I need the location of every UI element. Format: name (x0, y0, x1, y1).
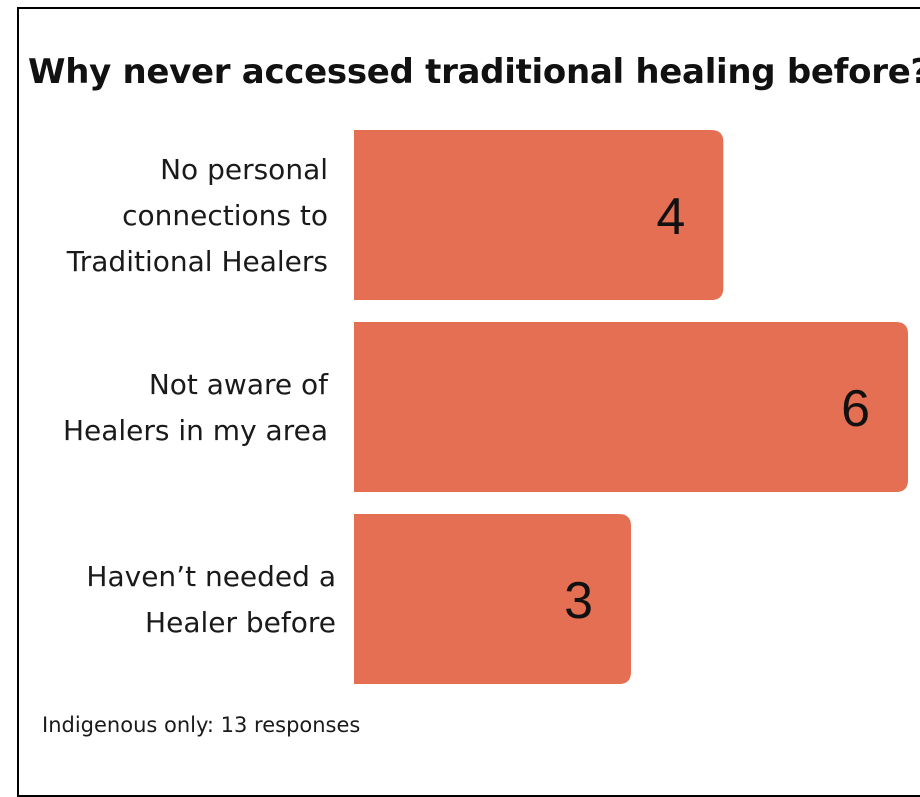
bar-2 (354, 322, 908, 492)
chart-title: Why never accessed traditional healing b… (28, 52, 920, 92)
category-label-1-line-3: Traditional Healers (66, 245, 328, 278)
chart-footnote: Indigenous only: 13 responses (42, 713, 361, 737)
category-label-2-line-1: Not aware of (149, 368, 329, 401)
category-label-3-line-2: Healer before (145, 606, 336, 639)
category-label-3-line-1: Haven’t needed a (86, 560, 336, 593)
value-label-2: 6 (841, 380, 870, 438)
value-label-1: 4 (656, 188, 685, 246)
category-label-1-line-1: No personal (160, 153, 328, 186)
bar-1 (354, 130, 724, 300)
category-label-2-line-2: Healers in my area (63, 414, 328, 447)
bar-chart: 4 No personal connections to Traditional He… (63, 130, 908, 684)
category-label-1-line-2: connections to (122, 199, 328, 232)
value-label-3: 3 (564, 572, 593, 630)
bar-3 (354, 514, 631, 684)
